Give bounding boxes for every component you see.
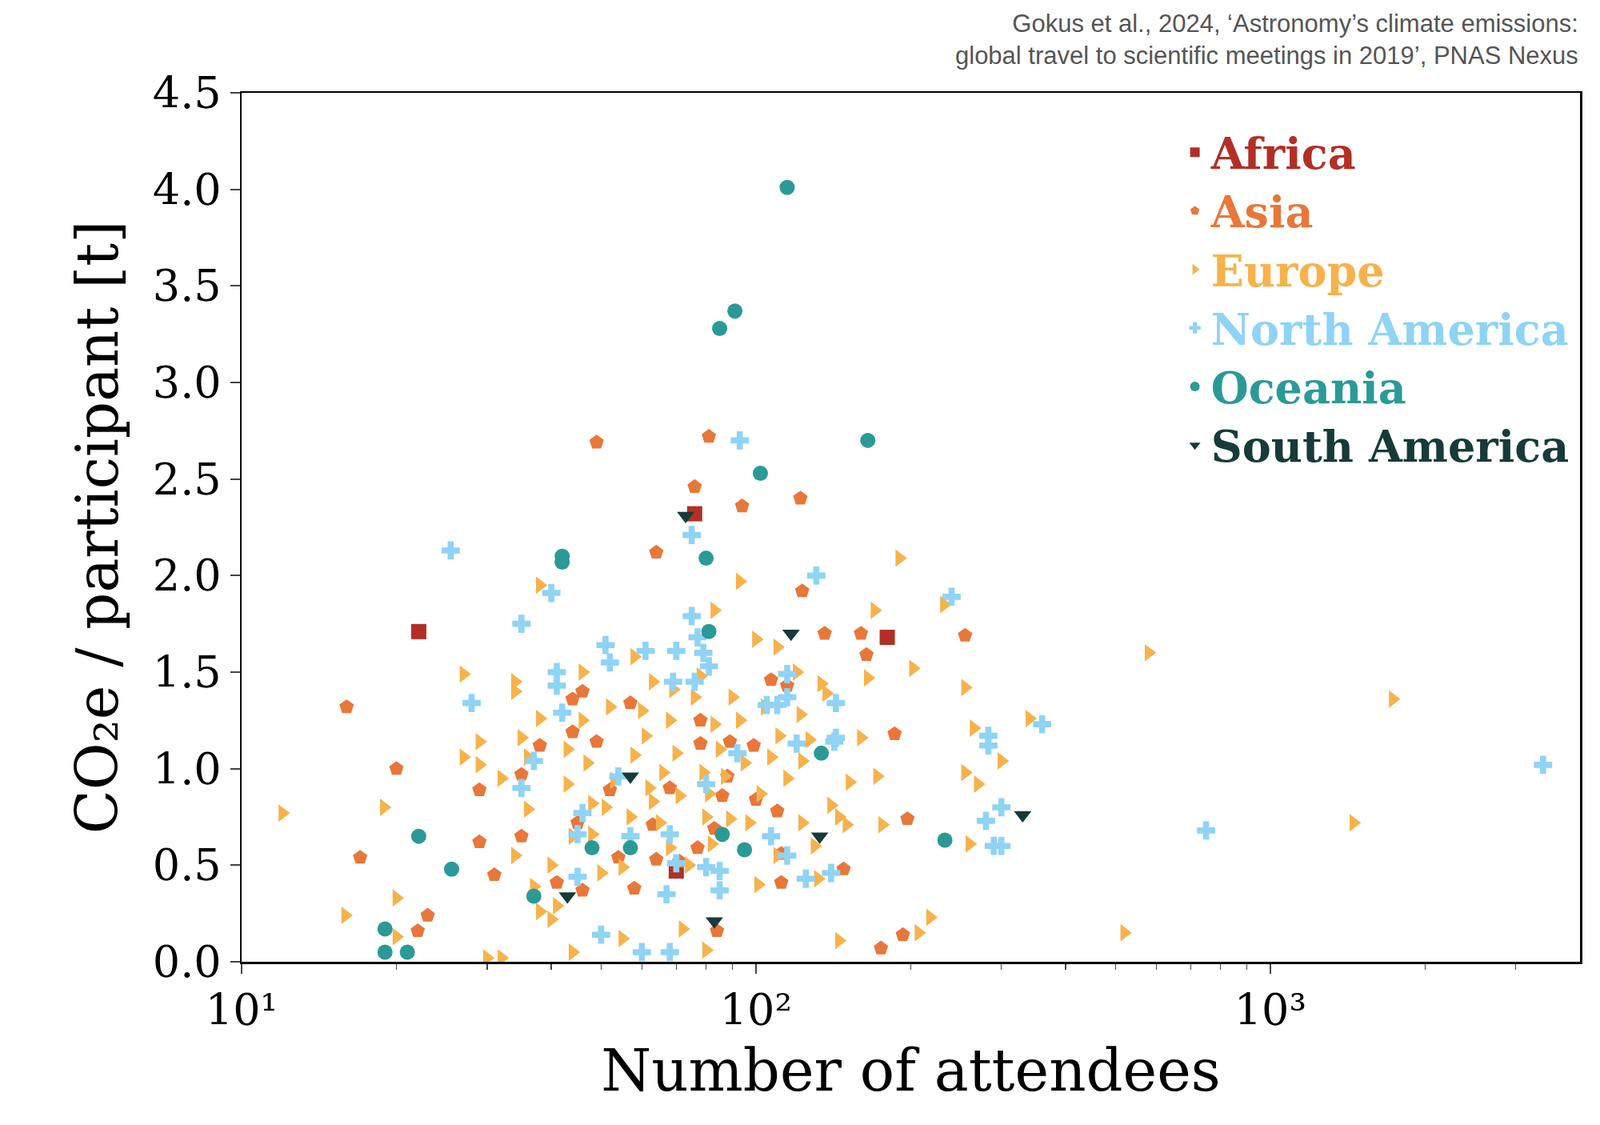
- svg-text:0.5: 0.5: [152, 840, 222, 891]
- svg-text:0.0: 0.0: [152, 936, 222, 988]
- svg-text:South America: South America: [1211, 420, 1570, 472]
- svg-text:10²: 10²: [720, 984, 792, 1036]
- svg-text:Oceania: Oceania: [1211, 362, 1407, 414]
- svg-text:4.0: 4.0: [152, 164, 222, 216]
- svg-text:2.0: 2.0: [152, 550, 222, 601]
- svg-text:Africa: Africa: [1210, 128, 1356, 180]
- svg-text:Asia: Asia: [1210, 186, 1314, 238]
- svg-text:3.5: 3.5: [152, 260, 222, 312]
- svg-text:CO₂e / participant [t]: CO₂e / participant [t]: [64, 220, 132, 835]
- svg-text:4.5: 4.5: [152, 68, 222, 119]
- svg-text:Gokus et al., 2024, ‘Astronomy: Gokus et al., 2024, ‘Astronomy’s climate…: [955, 9, 1579, 70]
- svg-text:Europe: Europe: [1211, 245, 1385, 297]
- svg-text:Number of attendees: Number of attendees: [600, 1036, 1221, 1104]
- svg-text:10¹: 10¹: [205, 984, 278, 1036]
- svg-text:North America: North America: [1211, 304, 1569, 356]
- svg-text:10³: 10³: [1234, 984, 1307, 1036]
- svg-text:1.0: 1.0: [152, 744, 222, 795]
- svg-text:2.5: 2.5: [152, 454, 222, 505]
- svg-text:3.0: 3.0: [152, 357, 222, 408]
- svg-text:1.5: 1.5: [152, 647, 222, 698]
